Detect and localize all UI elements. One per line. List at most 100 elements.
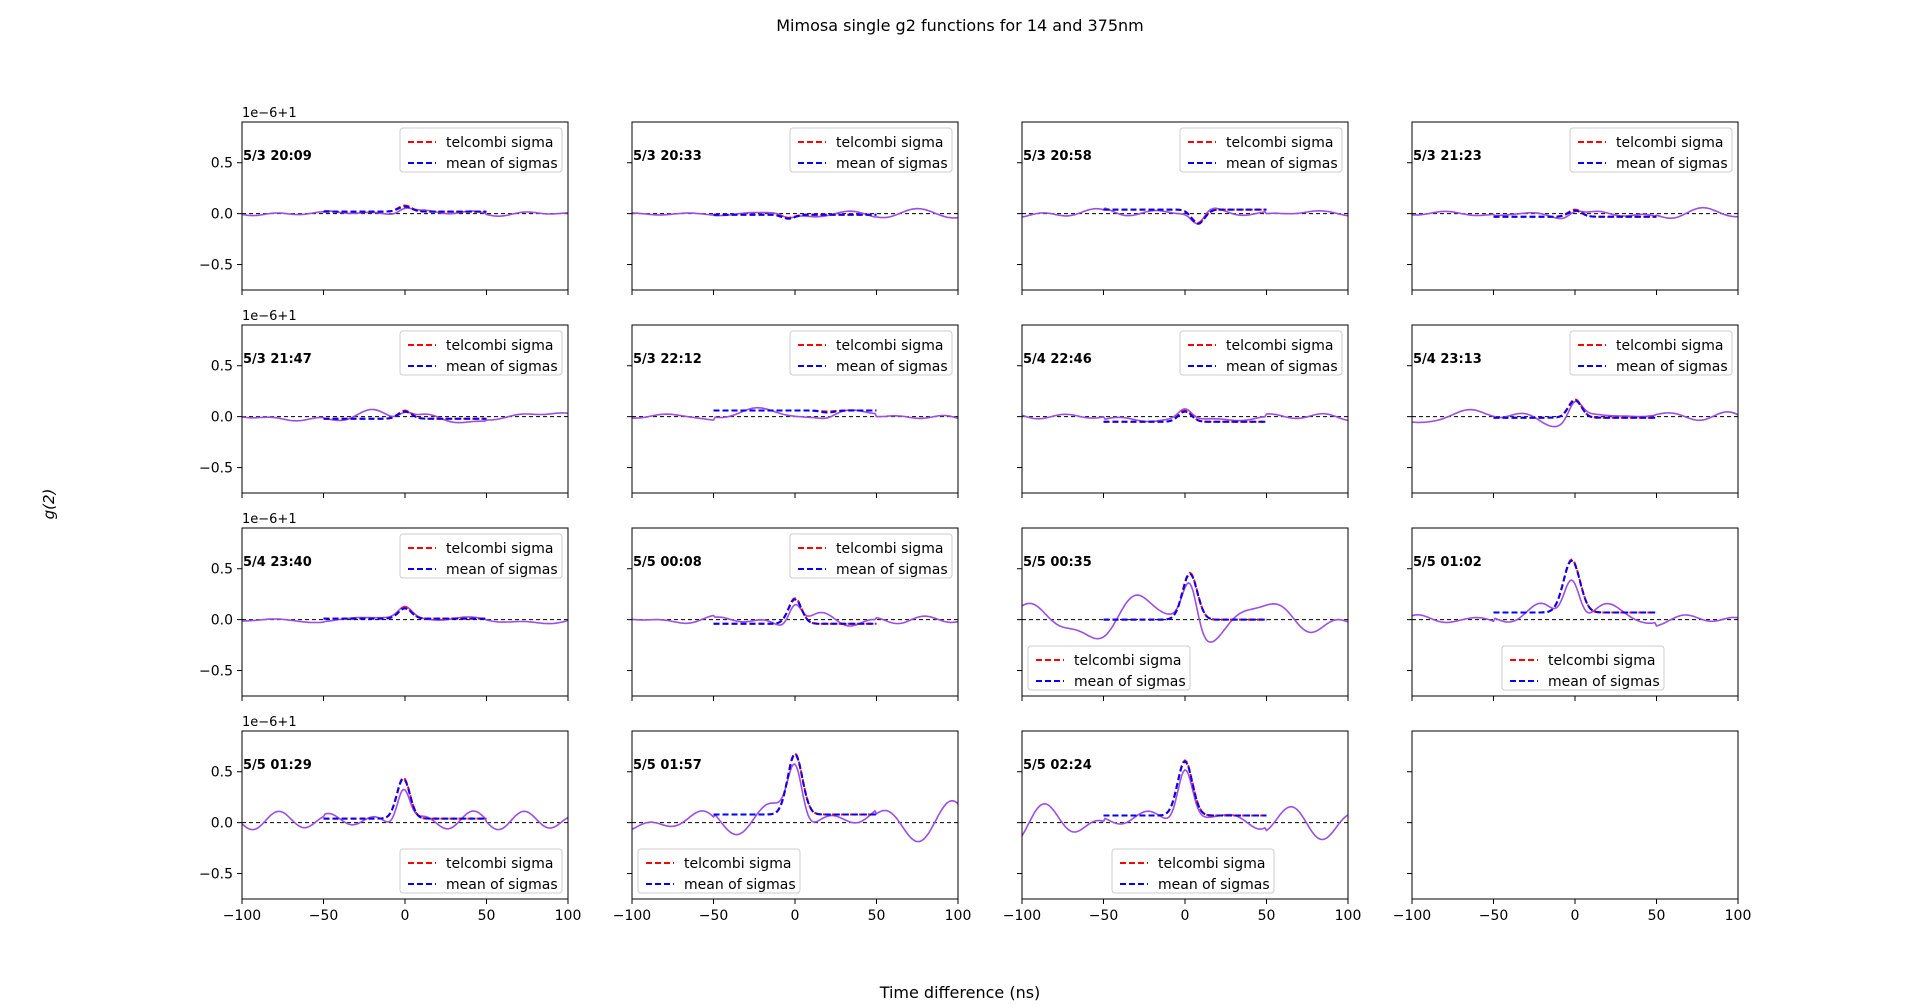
- x-tick-label: 0: [401, 908, 410, 924]
- telcombi-sigma-fit: [1103, 759, 1267, 817]
- x-tick-label: −50: [1089, 908, 1119, 924]
- legend: telcombi sigma mean of sigmas: [1501, 645, 1665, 691]
- legend-entry: telcombi sigma: [1616, 338, 1723, 354]
- x-tick-label: 100: [1335, 908, 1362, 924]
- legend-entry: telcombi sigma: [1226, 135, 1333, 151]
- g2-data-line: [241, 788, 569, 831]
- subplot: 5/5 01:29 telcombi sigma mean of sigmas 0.5…: [199, 715, 581, 924]
- subplot: −100 −50 0 50 100: [1393, 730, 1752, 924]
- axes-frame: [1411, 730, 1739, 900]
- legend: telcombi sigma mean of sigmas: [1179, 330, 1343, 376]
- legend: telcombi sigma mean of sigmas: [1569, 127, 1733, 173]
- subplot: 5/3 21:23 telcombi sigma mean of sigmas: [1407, 121, 1739, 295]
- legend-entry: mean of sigmas: [446, 156, 558, 172]
- panel-label: 5/3 20:58: [1023, 149, 1092, 164]
- x-tick-label: 50: [1258, 908, 1276, 924]
- legend-box: [399, 330, 563, 376]
- x-tick-label: 100: [945, 908, 972, 924]
- x-tick-label: 100: [1725, 908, 1752, 924]
- g2-data-line: [1411, 579, 1739, 627]
- y-tick-label: −0.5: [199, 664, 233, 680]
- subplot: 5/3 22:12 telcombi sigma mean of sigmas: [627, 324, 959, 498]
- g2-data-line: [1021, 408, 1349, 423]
- x-tick-label: −100: [613, 908, 651, 924]
- legend-entry: mean of sigmas: [684, 877, 796, 893]
- y-tick-label: 0.0: [211, 207, 233, 223]
- legend-entry: mean of sigmas: [1548, 674, 1660, 690]
- legend: telcombi sigma mean of sigmas: [1027, 645, 1191, 691]
- y-tick-label: −0.5: [199, 461, 233, 477]
- g2-data-line: [1021, 207, 1349, 225]
- figure-title: Mimosa single g2 functions for 14 and 37…: [776, 16, 1144, 35]
- legend-entry: telcombi sigma: [446, 338, 553, 354]
- legend-box: [1569, 330, 1733, 376]
- mean-sigmas-fit: [323, 205, 487, 213]
- legend-entry: telcombi sigma: [684, 856, 791, 872]
- panel-label: 5/5 02:24: [1023, 758, 1092, 773]
- telcombi-sigma-fit: [713, 752, 877, 816]
- panel-label: 5/3 20:33: [633, 149, 702, 164]
- subplot: 5/3 20:09 telcombi sigma mean of sigmas 0.5…: [199, 106, 569, 295]
- legend: telcombi sigma mean of sigmas: [1179, 127, 1343, 173]
- legend: telcombi sigma mean of sigmas: [789, 533, 953, 579]
- subplot: 5/3 20:58 telcombi sigma mean of sigmas: [1017, 121, 1349, 295]
- g2-data-line: [241, 207, 568, 217]
- y-tick-label: 0.0: [211, 410, 233, 426]
- g2-data-line: [1411, 400, 1739, 428]
- legend-box: [399, 848, 563, 894]
- subplot: 5/4 23:40 telcombi sigma mean of sigmas 0.5…: [199, 512, 569, 701]
- legend-box: [637, 848, 801, 894]
- legend-box: [1569, 127, 1733, 173]
- x-tick-label: −100: [1393, 908, 1431, 924]
- legend-entry: telcombi sigma: [1158, 856, 1265, 872]
- x-tick-label: −100: [1003, 908, 1041, 924]
- x-tick-label: 0: [1181, 908, 1190, 924]
- y-tick-label: 0.5: [211, 562, 233, 578]
- mean-sigmas-fit: [713, 598, 877, 625]
- legend-entry: mean of sigmas: [446, 359, 558, 375]
- mean-sigmas-fit: [323, 607, 487, 620]
- x-axis-label: Time difference (ns): [879, 983, 1041, 1002]
- legend-box: [1179, 127, 1343, 173]
- y-tick-label: 0.5: [211, 359, 233, 375]
- y-tick-label: 0.0: [211, 613, 233, 629]
- legend-entry: telcombi sigma: [1548, 653, 1655, 669]
- x-tick-label: 50: [868, 908, 886, 924]
- legend: telcombi sigma mean of sigmas: [399, 127, 563, 173]
- panel-label: 5/5 01:29: [243, 758, 312, 773]
- legend: telcombi sigma mean of sigmas: [1111, 848, 1275, 894]
- x-tick-label: 50: [478, 908, 496, 924]
- offset-label: 1e−6+1: [242, 512, 297, 527]
- y-tick-label: −0.5: [199, 258, 233, 274]
- subplot: 5/5 00:08 telcombi sigma mean of sigmas: [627, 527, 959, 701]
- legend-entry: mean of sigmas: [1616, 156, 1728, 172]
- panel-label: 5/3 21:23: [1413, 149, 1482, 164]
- legend-box: [789, 330, 953, 376]
- x-tick-label: 0: [791, 908, 800, 924]
- legend: telcombi sigma mean of sigmas: [399, 330, 563, 376]
- subplot: 5/4 22:46 telcombi sigma mean of sigmas: [1017, 324, 1349, 498]
- mean-sigmas-fit: [1493, 399, 1657, 419]
- subplot: 5/5 00:35 telcombi sigma mean of sigmas: [1017, 527, 1349, 701]
- legend-box: [1111, 848, 1275, 894]
- legend-entry: mean of sigmas: [1074, 674, 1186, 690]
- x-tick-label: 0: [1571, 908, 1580, 924]
- legend-box: [1501, 645, 1665, 691]
- g2-data-line: [1021, 768, 1349, 841]
- legend-entry: telcombi sigma: [446, 856, 553, 872]
- panel-label: 5/5 01:02: [1413, 555, 1482, 570]
- g2-data-line: [631, 763, 959, 843]
- subplot-grid: 5/3 20:09 telcombi sigma mean of sigmas 0.5…: [199, 106, 1751, 924]
- mean-sigmas-fit: [1103, 572, 1267, 621]
- legend-entry: mean of sigmas: [1226, 156, 1338, 172]
- mean-sigmas-fit: [713, 213, 877, 220]
- panel-label: 5/5 01:57: [633, 758, 702, 773]
- y-tick-label: 0.5: [211, 765, 233, 781]
- panel-label: 5/5 00:08: [633, 555, 702, 570]
- y-tick-label: 0.5: [211, 156, 233, 172]
- mean-sigmas-fit: [1103, 208, 1267, 225]
- subplot: 5/4 23:13 telcombi sigma mean of sigmas: [1407, 324, 1739, 498]
- legend-entry: telcombi sigma: [836, 338, 943, 354]
- y-tick-label: −0.5: [199, 867, 233, 883]
- x-tick-label: −50: [1479, 908, 1509, 924]
